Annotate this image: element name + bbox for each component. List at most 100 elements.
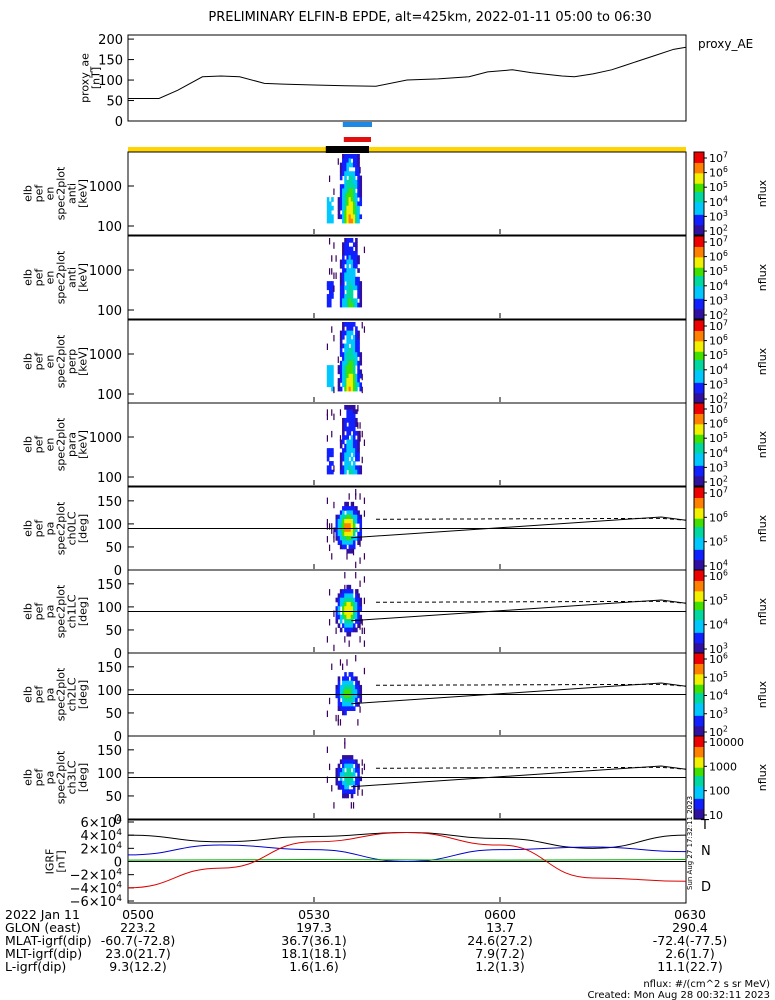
pa-ch0LC-pixel (346, 540, 349, 546)
spec-en_antiB2-pixel (326, 294, 330, 299)
spec-en_para-pixel (352, 409, 356, 415)
pa-ch1LC-pixel (346, 610, 349, 616)
pa-ch3LC-pixel (350, 776, 354, 782)
spec-en_antiB-speckle (359, 166, 361, 174)
spec-en_antiB-colorbar-step (694, 172, 704, 176)
spec-en_perp-pixel (337, 382, 341, 388)
spec-en_antiB-colorbar-step (694, 216, 704, 219)
spec-en_antiB-pixel (337, 197, 341, 202)
pa-ch1LC-pixel (346, 589, 349, 594)
pa-ch3LC-pixel (348, 759, 352, 765)
spec-en_perp-pixel (344, 360, 347, 366)
spec-en_perp-colorbar-step (694, 330, 704, 334)
spec-en_antiB2-pixel (328, 298, 332, 304)
pa-ch2LC-speckle (335, 714, 337, 722)
spec-en_antiB-colorbar-step (694, 222, 704, 226)
spec-en_antiB2-speckle (328, 238, 331, 245)
pa-ch1LC-pixel (355, 606, 358, 611)
pa-ch1LC-colorbar-step (694, 588, 704, 592)
pa-ch0LC-speckle (363, 510, 366, 517)
pa-ch0LC-pixel (342, 523, 345, 528)
pa-ch3LC-pixel (342, 772, 345, 777)
spec-en_perp-pixel (357, 334, 360, 340)
pa-ch1LC-colorbar-step (694, 570, 704, 573)
pa-ch3LC-colorbar-step (694, 783, 704, 787)
pa-ch3LC-pixel (346, 793, 349, 799)
pa-ch2LC-colorbar-step (694, 657, 704, 660)
pa-ch2LC-pixel (348, 706, 352, 712)
pa-ch3LC-colorbar-step (694, 802, 704, 806)
pa-ch0LC-pixel (337, 518, 341, 524)
spec-en_perp-pixel (348, 369, 352, 375)
pa-ch1LC-pixel (359, 606, 363, 611)
spec-en_antiB2-pixel (342, 263, 345, 269)
spec-en_antiB-pixel (344, 158, 347, 164)
spec-en_para-pixel (348, 417, 352, 423)
pa-ch2LC-pixel (348, 672, 352, 677)
spec-en_para-pixel (357, 456, 360, 462)
pa-ch2LC-pixel (355, 689, 358, 694)
spec-en_para-colorbar-title-text: nflux (756, 430, 769, 458)
spec-en_para-colorbar-step (694, 456, 704, 460)
spec-en_para-ylabel-line: elb (22, 436, 35, 453)
spec-en_antiB2-pixel (348, 302, 352, 308)
spec-en_antiB-colorbar-step (694, 160, 704, 163)
spec-en_antiB-colorbar-title: nflux (756, 179, 769, 207)
spec-en_antiB-colorbar-step (694, 214, 704, 217)
pa-ch0LC-ylabel-line: [deg] (77, 514, 90, 543)
spec-en_para-pixel (355, 443, 358, 449)
spec-en_antiB-pixel (346, 158, 349, 164)
spec-en_antiB2-pixel (355, 246, 358, 252)
pa-ch2LC-ylabel-line: pef (33, 685, 46, 704)
spec-en_antiB-pixel (346, 192, 349, 198)
spec-en_perp-pixel (342, 352, 345, 357)
spec-en_antiB-panel: 1000100elbpefenspec2plotanti[keV]1071061… (22, 151, 770, 238)
pa-ch3LC-pixel (350, 789, 354, 795)
pa-ch0LC-pixel (346, 536, 349, 541)
pa-ch2LC-pixel (337, 697, 341, 703)
pa-ch1LC-pixel (337, 606, 341, 611)
spec-en_para-speckle (331, 409, 333, 416)
pa-ch0LC-pixel (342, 527, 345, 533)
pa-ch3LC-speckle (357, 789, 359, 796)
ae-ytick-label: 150 (98, 54, 123, 69)
spec-en_perp-pixel (344, 352, 347, 357)
pa-ch0LC-pixel (350, 548, 354, 554)
pa-ch2LC-pixel (344, 693, 347, 699)
spec-en_antiB-pixel (344, 218, 347, 224)
spec-en_antiB2-pixel (352, 281, 356, 286)
pa-ch3LC-pixel (352, 772, 356, 777)
footer-row-value: 197.3 (296, 920, 332, 935)
spec-en_para-pixel (346, 443, 349, 449)
pa-ch3LC-pixel (352, 767, 356, 773)
spec-en_perp-pixel (352, 322, 356, 327)
spec-en_para-colorbar-step (694, 432, 704, 435)
spec-en_para-pixel (346, 465, 349, 471)
pa-ch1LC-pixel (359, 619, 363, 624)
pa-ch1LC-pixel (357, 606, 360, 611)
spec-en_antiB-pixel (355, 210, 358, 215)
spec-en_perp-colorbar-step (694, 394, 704, 398)
pa-ch3LC-pixel (342, 767, 345, 773)
spec-en_perp-pixel (331, 369, 334, 375)
pa-ch3LC-pixel (344, 793, 347, 799)
spec-en_para-pixel (344, 452, 347, 458)
spec-en_antiB-pixel (326, 210, 330, 215)
spec-en_perp-pixel (346, 365, 349, 370)
pa-ch2LC-speckle (337, 719, 339, 726)
spec-en_antiB2-pixel (342, 242, 345, 248)
spec-en_antiB2-colorbar-step (694, 298, 704, 301)
spec-en_perp-pixel (339, 373, 343, 379)
pa-ch0LC-colorbar-step (694, 495, 704, 498)
spec-en_antiB2-colorbar-step (694, 240, 704, 243)
pa-ch2LC-colorbar-step (694, 719, 704, 723)
pa-ch3LC-speckle (333, 802, 335, 809)
pa-ch0LC-pixel (335, 518, 339, 524)
spec-en_antiB-colorbar-step (694, 230, 704, 234)
spec-en_para-pixel (352, 422, 356, 427)
pa-ch1LC-colorbar-step (694, 574, 704, 577)
pa-ch1LC-colorbar-step (694, 644, 704, 648)
spec-en_antiB-colorbar-step (694, 156, 704, 159)
spec-en_antiB2-pixel (352, 268, 356, 273)
spec-en_antiB-pixel (355, 162, 358, 168)
